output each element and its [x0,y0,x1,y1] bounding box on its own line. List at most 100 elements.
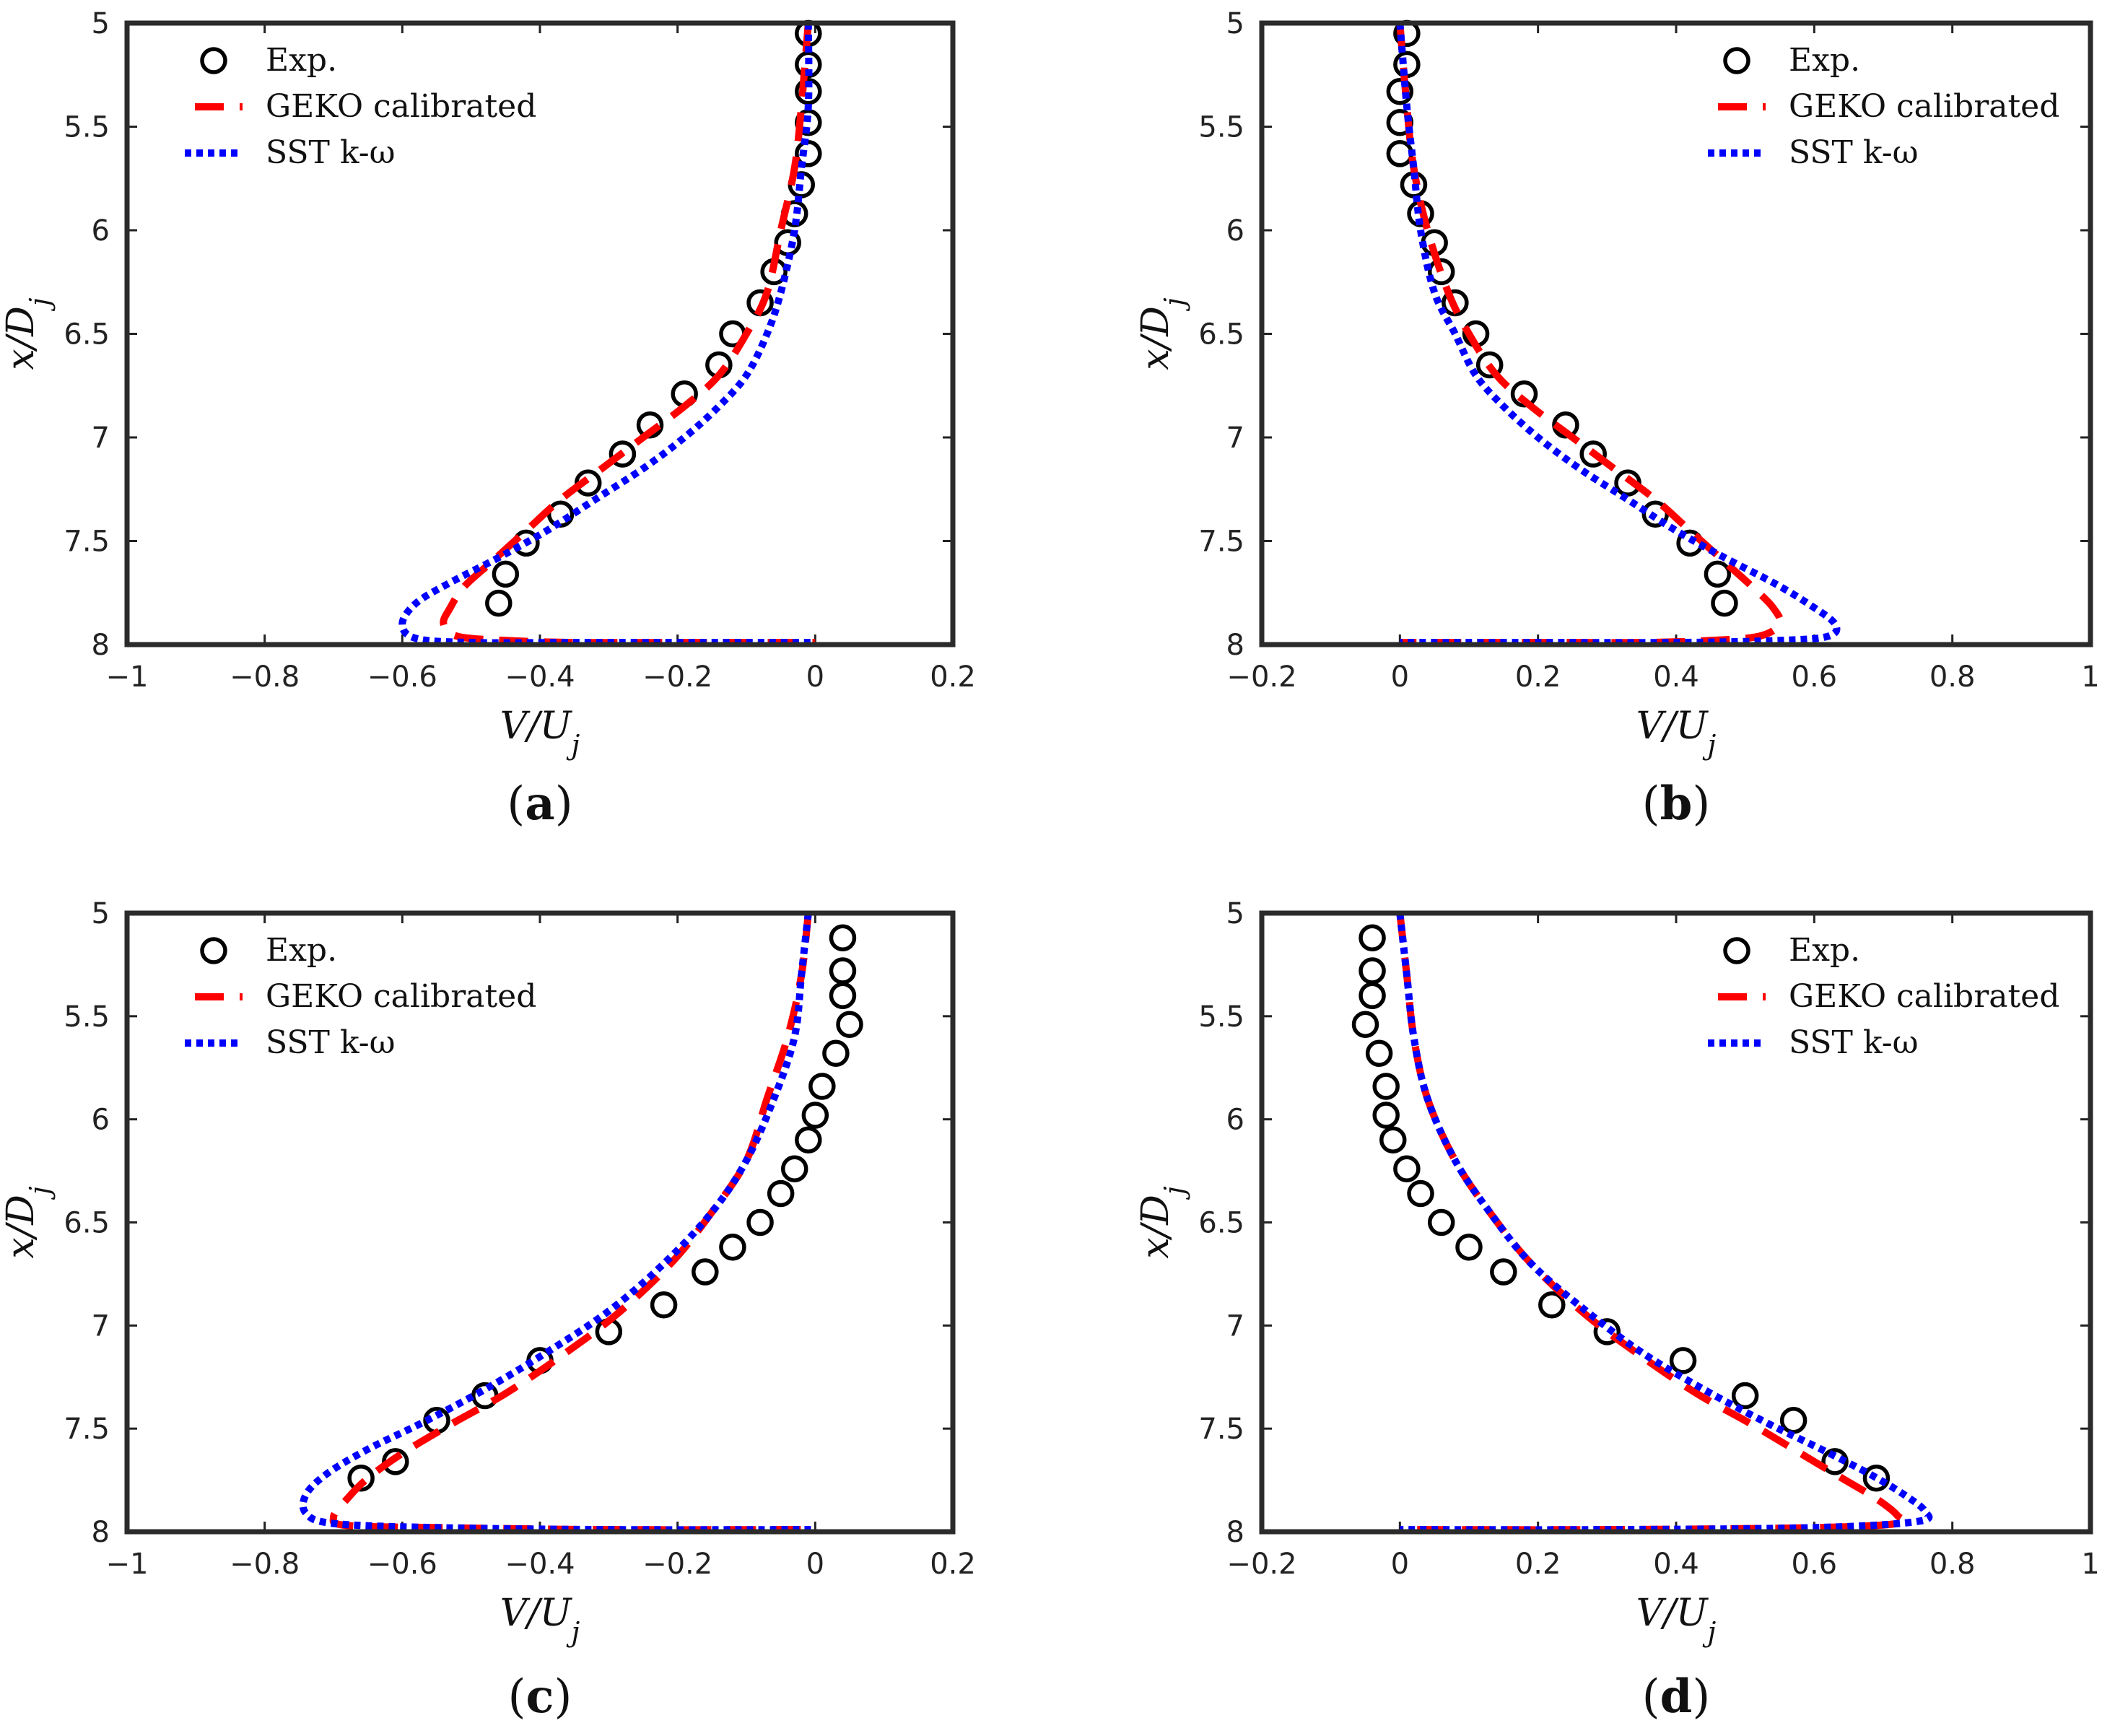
exp-data-point [1490,1258,1517,1286]
x-tick-label: 0.2 [930,660,976,694]
legend-label: GEKO calibrated [1789,978,2059,1015]
sst-k-omega-line [1396,912,1933,1534]
x-tick-label: −1 [106,1548,149,1581]
y-tick-label: 6.5 [1198,1207,1244,1240]
exp-data-point [546,500,575,528]
x-tick-label: 0.2 [1515,660,1561,694]
legend-label: Exp. [266,932,337,969]
y-tick-label: 6.5 [64,1207,110,1240]
legend-exp-marker [200,47,227,74]
exp-data-point [822,1039,850,1068]
x-tick-label: −0.6 [367,1548,437,1581]
x-tick-label: 0.4 [1653,660,1699,694]
y-axis-label: x/Dj [1134,297,1190,370]
exp-data-point [1386,77,1414,105]
y-tick-label: 5.5 [1198,111,1244,144]
x-tick-label: −0.6 [367,660,437,694]
exp-data-point [1379,1126,1407,1153]
x-tick-label: 0.4 [1653,1548,1699,1581]
legend-exp-marker [1723,47,1750,74]
exp-data-point [1427,1208,1455,1236]
x-tick-label: −0.8 [230,1548,300,1581]
exp-data-point [1407,1179,1434,1208]
y-tick-label: 7.5 [1198,525,1244,559]
legend-label: Exp. [1789,42,1860,79]
legend-label: GEKO calibrated [266,978,536,1015]
legend: Exp. GEKO calibrated SST k-ω [1708,42,2059,171]
y-axis-label: x/Dj [0,1186,56,1259]
x-tick-label: 0 [806,1548,824,1581]
legend-label: Exp. [266,42,337,79]
exp-data-point [801,1102,829,1129]
y-tick-label: 8 [92,1516,110,1549]
y-tick-label: 5 [92,897,110,930]
x-tick-label: −0.2 [1226,660,1296,694]
x-tick-label: −1 [106,660,149,694]
x-tick-label: 0.6 [1792,660,1838,694]
exp-data-point [1372,1073,1400,1100]
exp-data-point [1365,1039,1393,1068]
y-tick-label: 5.5 [1198,1000,1244,1034]
panel-caption: (c) [508,1670,572,1724]
plot-area [299,912,863,1534]
legend-label: SST k-ω [1789,134,1918,171]
exp-data-point [1359,982,1386,1010]
legend: Exp. GEKO calibrated SST k-ω [185,932,536,1061]
exp-data-point [1455,1234,1483,1261]
y-tick-label: 7 [92,422,110,455]
exp-data-point [1704,560,1732,588]
x-tick-label: 0.6 [1792,1548,1838,1581]
exp-data-point [650,1291,678,1319]
exp-data-point [1393,1155,1421,1182]
panel-c: −1 −0.8 −0.6 −0.4 −0.2 0 0.2 5 5.5 6 6.5 7 7.5 8 V/Uj x… [0,897,976,1724]
exp-data-point [1359,957,1386,985]
y-tick-label: 6 [1226,214,1244,248]
y-tick-label: 6.5 [64,318,110,352]
exp-data-point [1442,289,1469,317]
plot-area [1351,912,1933,1534]
exp-data-point [719,1234,746,1261]
x-tick-label: −0.2 [642,660,712,694]
exp-data-point [492,560,520,588]
y-tick-label: 5 [1226,897,1244,930]
exp-data-point [836,1011,863,1039]
exp-data-point [1862,1464,1891,1492]
exp-data-point [1711,589,1738,617]
x-axis-label: V/Uj [1636,1592,1717,1648]
exp-data-point [1359,924,1386,952]
y-tick-label: 7 [1226,1309,1244,1343]
exp-data-point [1779,1406,1807,1434]
panel-caption: (d) [1642,1670,1711,1724]
exp-data-point [1538,1291,1566,1319]
y-tick-label: 6 [92,214,110,248]
x-tick-label: 0 [806,660,824,694]
exp-data-point [1669,1347,1697,1374]
panel-b: −0.2 0 0.2 0.4 0.6 0.8 1 5 5.5 6 6.5 7 7.5 8 V/Uj x/Dj E… [1134,7,2100,831]
axes-frame [124,910,956,1535]
x-tick-label: 0 [1391,660,1409,694]
x-tick-label: 1 [2081,660,2099,694]
x-tick-label: −0.4 [505,660,575,694]
y-axis-label: x/Dj [0,297,56,370]
y-tick-label: 5 [92,7,110,40]
panel-caption: (a) [507,777,572,831]
axes-frame [1259,910,2093,1535]
x-axis-label: V/Uj [500,1592,580,1648]
y-tick-label: 6 [92,1104,110,1137]
panel-caption: (b) [1642,777,1711,831]
plot-area [1386,19,1841,647]
exp-data-point [795,1126,822,1153]
exp-data-point [347,1464,375,1492]
legend-exp-marker [200,937,227,964]
x-tick-label: 0.2 [930,1548,976,1581]
x-tick-label: −0.8 [230,660,300,694]
y-tick-label: 5.5 [64,1000,110,1034]
x-axis-label: V/Uj [500,705,580,761]
exp-data-point [746,1208,774,1236]
legend-label: GEKO calibrated [266,88,536,125]
exp-data-point [829,982,857,1010]
exp-data-point [1372,1102,1400,1129]
exp-data-point [780,1155,808,1182]
legend-label: SST k-ω [266,1024,395,1061]
exp-data-point [829,924,857,952]
